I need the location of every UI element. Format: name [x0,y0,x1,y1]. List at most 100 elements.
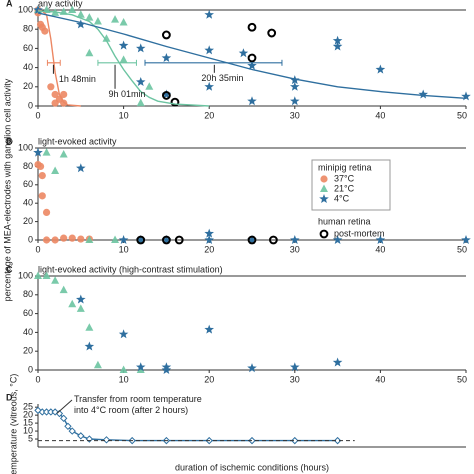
y-tick-label: 15 [23,417,33,427]
legend-marker [319,229,329,239]
annotation: 9h 01min [109,89,146,99]
y-tick-label: 100 [18,142,33,152]
legend-label: 4°C [334,193,350,203]
y-axis-label: temperature (vitreous, °C) [8,374,18,474]
x-tick-label: 40 [375,374,385,384]
point [77,432,85,440]
point [136,235,146,244]
legend-label: 21°C [334,183,355,193]
y-tick-label: 40 [23,198,33,208]
point [60,234,68,242]
y-tick-label: 40 [23,62,33,72]
x-tick-label: 20 [204,110,214,120]
annotation-pointer [56,399,73,414]
point [136,77,146,86]
point [111,15,120,23]
x-tick-label: 40 [375,110,385,120]
point [76,304,85,312]
point [136,98,145,107]
point [269,235,278,245]
point [247,363,257,373]
point [102,436,111,444]
point [136,43,146,53]
point [36,162,45,170]
y-tick-label: 100 [18,270,33,280]
y-tick-label: 0 [28,234,33,244]
point [204,228,214,238]
line [37,12,467,99]
point [162,91,171,100]
panel-title: light-evoked activity (high-contrast sti… [38,264,223,274]
point [76,10,85,18]
panel-letter: B [6,136,13,146]
point [375,64,386,74]
point [59,285,68,294]
point [111,235,120,243]
x-tick-label: 20 [204,374,214,384]
point [68,427,76,435]
panel-title: any activity [38,0,83,8]
point [47,83,55,91]
point [247,96,257,106]
y-tick-label: 10 [23,425,33,435]
point [247,235,257,244]
point [375,235,386,244]
annotation: 1h 48min [59,74,96,84]
point [76,163,86,173]
point [41,27,49,35]
point [332,235,343,244]
point [332,357,343,367]
point [461,91,471,101]
x-tick-label: 10 [119,110,129,120]
point [85,435,94,443]
point [174,235,184,245]
point [290,235,300,244]
point [34,271,42,279]
point [118,40,129,50]
x-tick-label: 50 [457,110,467,120]
annotation: 20h 35min [201,73,243,83]
point [118,329,129,339]
point [33,147,43,157]
legend-title: minipig retina [318,162,372,172]
point [51,236,59,244]
point [64,422,72,431]
point [38,192,46,200]
y-tick-label: 20 [23,346,33,356]
point [136,362,146,372]
point [238,48,249,58]
point [247,53,257,63]
point [42,148,51,156]
point [161,89,172,99]
x-axis-label: duration of ischemic conditions (hours) [175,462,329,472]
point [119,365,128,373]
x-tick-label: 0 [35,110,40,120]
point [51,166,60,174]
x-tick-label: 0 [35,244,40,254]
point [85,323,94,331]
panel-letter: D [6,392,13,402]
point [162,30,171,40]
point [418,89,428,99]
x-tick-label: 10 [119,244,129,254]
y-tick-label: 100 [18,4,33,14]
point [76,294,86,304]
x-tick-label: 30 [290,374,300,384]
point [290,96,300,106]
y-tick-label: 80 [23,161,33,171]
y-tick-label: 80 [23,24,33,34]
point [119,55,128,63]
point [59,149,68,158]
point [332,35,343,45]
point [161,235,172,244]
point [85,48,94,57]
y-tick-label: 40 [23,327,33,337]
point [247,22,257,32]
shared-y-label: percentage of MEA-electrodes with gangli… [2,78,12,301]
point [204,9,214,19]
point [290,81,300,91]
point [68,234,76,242]
point [93,17,102,25]
y-tick-label: 60 [23,308,33,318]
